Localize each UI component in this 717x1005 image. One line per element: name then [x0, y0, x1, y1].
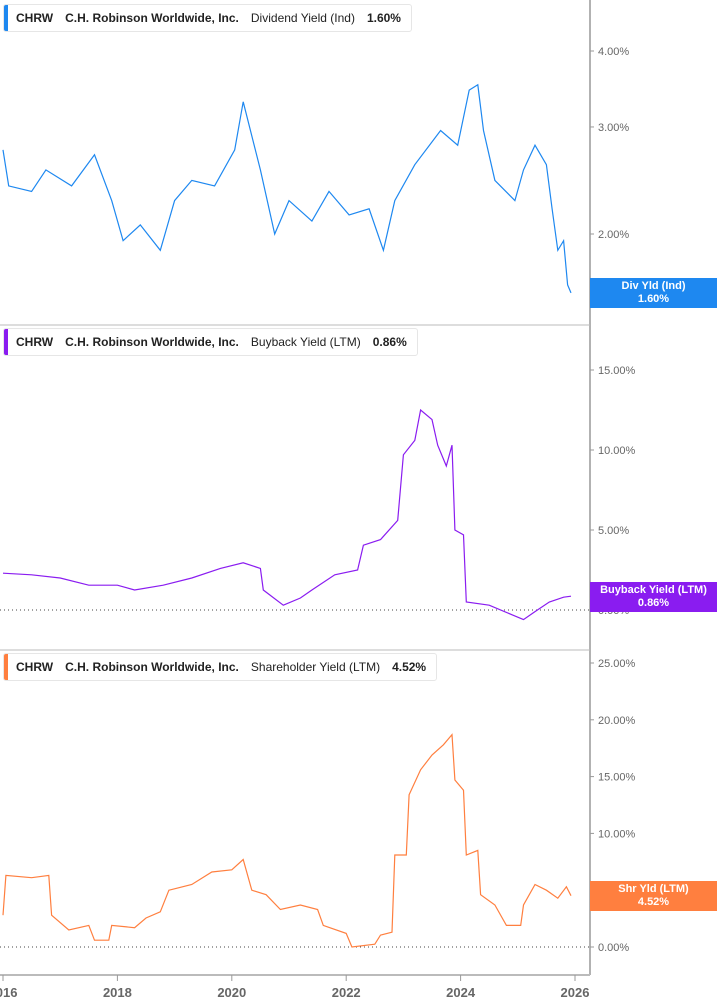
tag-label: Buyback Yield (LTM) — [600, 584, 707, 596]
legend-metric: Buyback Yield (LTM) — [250, 335, 361, 349]
current-value-tag-buyback: Buyback Yield (LTM) 0.86% — [590, 582, 717, 612]
legend-value: 4.52% — [392, 660, 427, 674]
legend-metric: Dividend Yield (Ind) — [250, 11, 355, 25]
legend-ticker: CHRW — [16, 660, 54, 674]
y-tick-label: 2.00% — [598, 229, 629, 241]
y-tick-label: 10.00% — [598, 828, 636, 840]
series-color-swatch — [4, 5, 8, 31]
legend-dividend-yield: CHRW C.H. Robinson Worldwide, Inc. Divid… — [3, 4, 412, 32]
legend-value: 0.86% — [372, 335, 407, 349]
series-color-swatch — [4, 654, 8, 680]
y-tick-label: 0.00% — [598, 942, 629, 954]
current-value-tag-shareholder: Shr Yld (LTM) 4.52% — [590, 881, 717, 911]
tag-value: 0.86% — [637, 597, 670, 609]
y-tick-label: 3.00% — [598, 122, 629, 134]
legend-value: 1.60% — [366, 11, 401, 25]
series-line-shareholder-yield-ltm — [2, 733, 572, 948]
y-tick-label: 20.00% — [598, 715, 636, 727]
y-tick-label: 10.00% — [598, 445, 636, 457]
tag-label: Div Yld (Ind) — [621, 280, 686, 292]
y-tick-label: 15.00% — [598, 772, 636, 784]
legend-metric: Shareholder Yield (LTM) — [250, 660, 381, 674]
series-color-swatch — [4, 329, 8, 355]
tag-value: 4.52% — [637, 896, 670, 908]
x-tick-label: 2024 — [446, 985, 476, 1000]
series-line-buyback-yield-ltm — [2, 408, 572, 621]
x-tick-label: 2016 — [0, 985, 17, 1000]
x-tick-label: 2026 — [561, 985, 590, 1000]
y-tick-label: 4.00% — [598, 46, 629, 58]
x-tick-label: 2020 — [217, 985, 246, 1000]
x-tick-label: 2018 — [103, 985, 132, 1000]
y-tick-label: 25.00% — [598, 658, 636, 670]
y-tick-label: 15.00% — [598, 365, 636, 377]
x-tick-label: 2022 — [332, 985, 361, 1000]
legend-shareholder-yield: CHRW C.H. Robinson Worldwide, Inc. Share… — [3, 653, 438, 681]
legend-ticker: CHRW — [16, 11, 54, 25]
series-line-dividend-yield-ind — [2, 83, 572, 294]
legend-company: C.H. Robinson Worldwide, Inc. — [65, 660, 239, 674]
legend-company: C.H. Robinson Worldwide, Inc. — [65, 335, 239, 349]
tag-label: Shr Yld (LTM) — [618, 883, 689, 895]
tag-value: 1.60% — [637, 293, 670, 305]
legend-company: C.H. Robinson Worldwide, Inc. — [65, 11, 239, 25]
legend-ticker: CHRW — [16, 335, 54, 349]
legend-buyback-yield: CHRW C.H. Robinson Worldwide, Inc. Buyba… — [3, 328, 418, 356]
y-tick-label: 5.00% — [598, 525, 629, 537]
current-value-tag-dividend: Div Yld (Ind) 1.60% — [590, 278, 717, 308]
